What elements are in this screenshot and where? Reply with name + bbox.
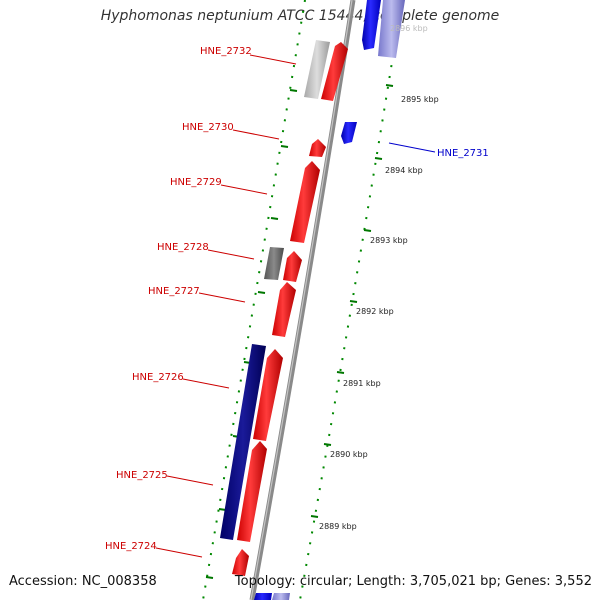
gene-hne-2726-2725-navy-block[interactable] — [220, 344, 266, 540]
major-tick — [289, 89, 298, 92]
leader-hne-2730 — [232, 129, 280, 140]
leader-hne-2729 — [220, 184, 268, 195]
leader-hne-2725 — [166, 475, 214, 486]
sequence-backbone — [249, 0, 356, 600]
scale-label: 2895 kbp — [401, 95, 439, 104]
major-tick — [257, 291, 266, 294]
gene-hne-2725[interactable] — [237, 441, 267, 542]
leader-hne-2726 — [182, 378, 230, 389]
gene-label-hne-2724[interactable]: HNE_2724 — [105, 541, 157, 552]
scale-label: 2894 kbp — [385, 166, 423, 175]
gene-hne-2729[interactable] — [290, 161, 320, 243]
gene-hne-2730[interactable] — [309, 139, 326, 157]
gene-hne-2728-grey-block[interactable] — [264, 247, 284, 280]
topology-text: Topology: circular; Length: 3,705,021 bp… — [234, 574, 592, 589]
gene-label-hne-2726[interactable]: HNE_2726 — [132, 372, 184, 383]
gene-top-blue[interactable] — [362, 0, 381, 50]
major-tick — [310, 515, 319, 518]
scale-label: 2892 kbp — [356, 307, 394, 316]
major-tick — [363, 229, 372, 232]
gene-bottom-pale[interactable] — [272, 593, 290, 600]
major-tick — [270, 217, 279, 220]
leader-hne-2727 — [198, 292, 246, 303]
gene-label-hne-2731[interactable]: HNE_2731 — [437, 148, 489, 159]
major-tick — [280, 145, 289, 148]
accession-text: Accession: NC_008358 — [9, 574, 157, 589]
leader-hne-2724 — [155, 547, 203, 558]
major-tick — [385, 84, 394, 87]
sequence-backbone-highlight — [250, 0, 353, 600]
major-tick — [336, 371, 345, 374]
major-ticks — [205, 84, 394, 579]
major-tick — [205, 576, 214, 579]
gene-label-hne-2729[interactable]: HNE_2729 — [170, 177, 222, 188]
gene-hne-2732[interactable] — [321, 42, 348, 101]
label-leader-lines — [155, 54, 436, 558]
gene-label-hne-2725[interactable]: HNE_2725 — [116, 470, 168, 481]
major-tick — [374, 157, 383, 160]
gene-hne-2727[interactable] — [272, 282, 296, 337]
gene-bottom-blue[interactable] — [254, 593, 272, 600]
leader-hne-2728 — [207, 249, 255, 260]
gene-hne-2731[interactable] — [341, 122, 357, 144]
major-tick — [349, 300, 358, 303]
gene-labels: HNE_2732 HNE_2731 HNE_2730 HNE_2729 HNE_… — [105, 46, 489, 552]
scale-label: 2893 kbp — [370, 236, 408, 245]
major-tick — [323, 443, 332, 446]
gene-hne-2726[interactable] — [253, 349, 283, 441]
scale-label: 2890 kbp — [330, 450, 368, 459]
gene-hne-2724[interactable] — [232, 549, 249, 576]
gene-label-hne-2727[interactable]: HNE_2727 — [148, 286, 200, 297]
leader-hne-2731 — [388, 142, 436, 153]
scale-label: 2889 kbp — [319, 522, 357, 531]
gene-top-pale[interactable] — [378, 0, 405, 58]
gene-label-hne-2732[interactable]: HNE_2732 — [200, 46, 252, 57]
scale-label: 2891 kbp — [343, 379, 381, 388]
gene-hne-2728[interactable] — [283, 251, 302, 282]
gene-label-hne-2728[interactable]: HNE_2728 — [157, 242, 209, 253]
leader-hne-2732 — [249, 54, 297, 65]
gene-label-hne-2730[interactable]: HNE_2730 — [182, 122, 234, 133]
scale-labels: 2896 kbp 2895 kbp 2894 kbp 2893 kbp 2892… — [319, 24, 439, 531]
scale-label: 2896 kbp — [390, 24, 428, 33]
gene-hne-2732-grey-block[interactable] — [304, 40, 330, 99]
